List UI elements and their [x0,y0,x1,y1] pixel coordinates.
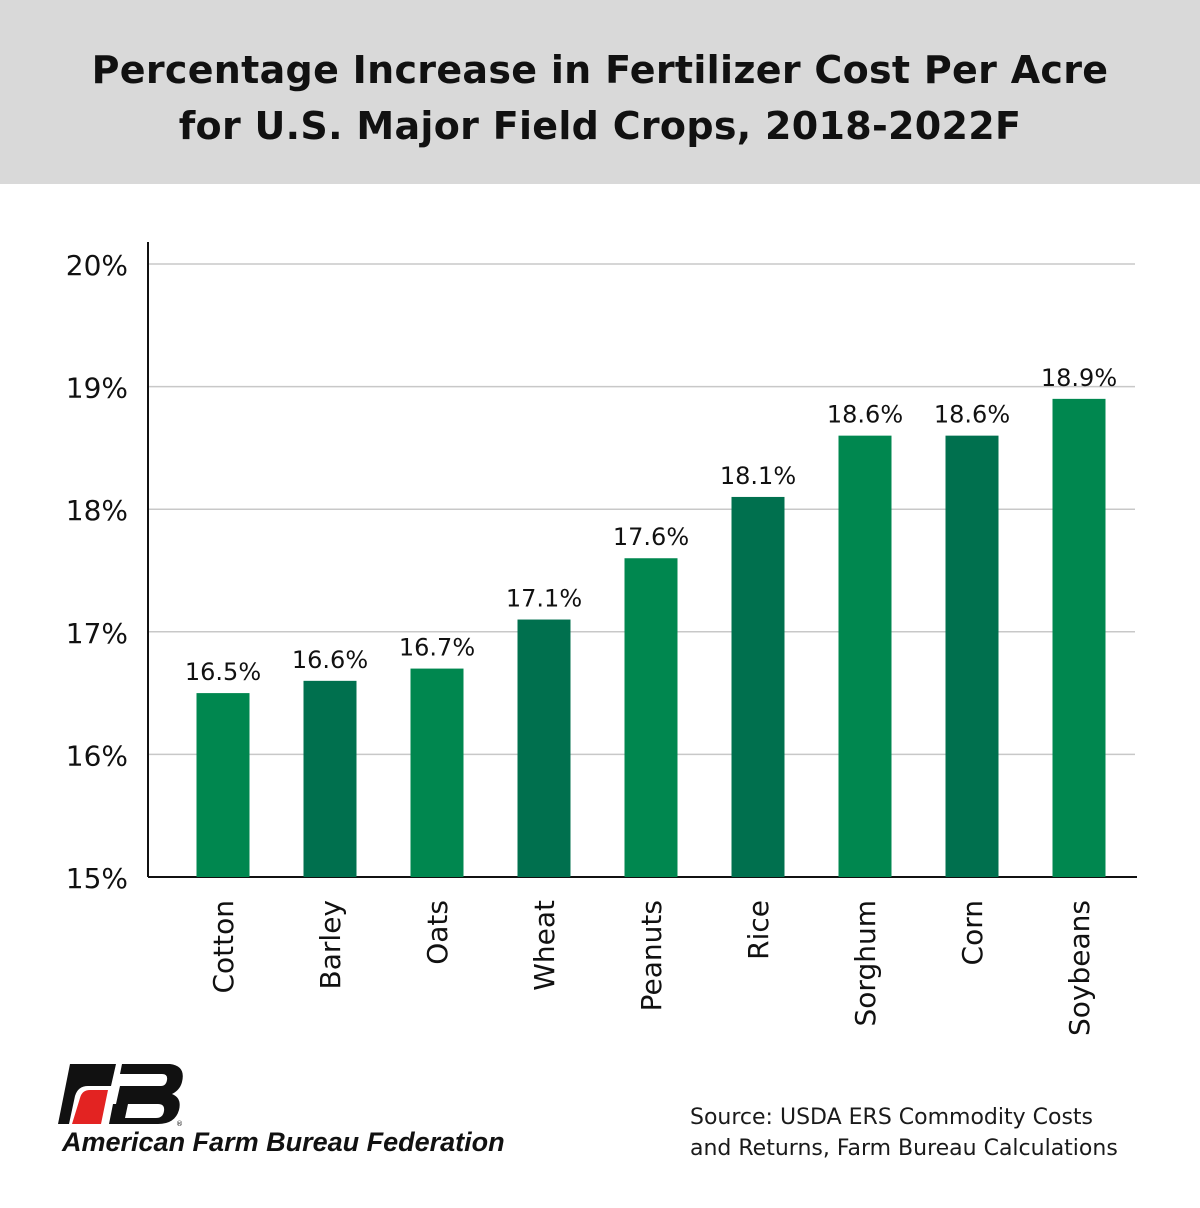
x-tick-label: Sorghum [849,900,882,1026]
chart-title: Percentage Increase in Fertilizer Cost P… [0,42,1200,154]
data-label: 16.7% [399,634,475,662]
farm-bureau-logo: ® [58,1064,183,1128]
x-tick-label: Cotton [207,900,240,994]
data-label: 16.6% [292,646,368,674]
title-line-2: for U.S. Major Field Crops, 2018-2022F [178,104,1022,148]
source-note: Source: USDA ERS Commodity Costs and Ret… [690,1102,1118,1164]
y-tick-label: 20% [66,249,128,282]
data-label: 18.6% [827,401,903,429]
bar-cotton [196,693,250,877]
x-tick-label: Peanuts [635,900,668,1011]
bar-oats [410,668,464,877]
x-tick-label: Corn [956,900,989,965]
data-label: 18.1% [720,462,796,490]
source-line-1: Source: USDA ERS Commodity Costs [690,1105,1094,1130]
y-tick-label: 17% [66,617,128,650]
svg-text:®: ® [176,1120,183,1128]
organization-name: American Farm Bureau Federation [62,1127,505,1157]
bar-wheat [517,619,571,877]
source-line-2: and Returns, Farm Bureau Calculations [690,1136,1118,1161]
data-label: 17.6% [613,523,689,551]
data-label: 18.6% [934,401,1010,429]
bar-sorghum [838,435,892,877]
x-tick-label: Oats [421,900,454,965]
y-tick-label: 15% [66,862,128,895]
y-tick-label: 19% [66,372,128,405]
data-label: 17.1% [506,585,582,613]
y-tick-label: 16% [66,739,128,772]
bar-soybeans [1052,398,1106,877]
x-tick-label: Barley [314,900,347,989]
bar-peanuts [624,558,678,877]
data-label: 16.5% [185,658,261,686]
x-tick-label: Wheat [528,900,561,991]
data-label: 18.9% [1041,364,1117,392]
y-tick-label: 18% [66,494,128,527]
bar-barley [303,680,357,877]
bar-corn [945,435,999,877]
title-banner: Percentage Increase in Fertilizer Cost P… [0,0,1200,184]
title-line-1: Percentage Increase in Fertilizer Cost P… [91,48,1109,92]
x-tick-label: Soybeans [1063,900,1096,1036]
bar-rice [731,496,785,877]
x-tick-label: Rice [742,900,775,960]
